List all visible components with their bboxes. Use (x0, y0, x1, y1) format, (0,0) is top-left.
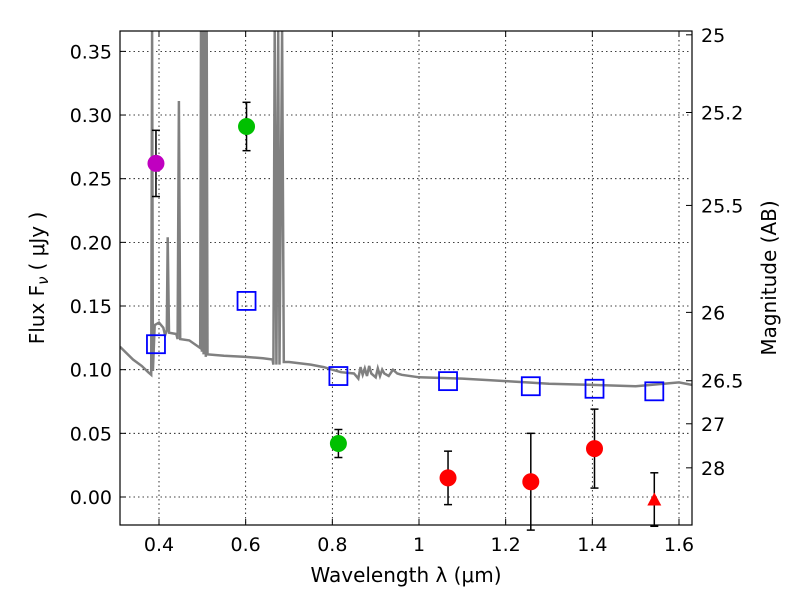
y2-tick-label: 25.5 (701, 195, 743, 217)
model-square-marker (146, 334, 166, 355)
x-axis-label: Wavelength λ (μm) (310, 563, 501, 587)
y-tick-label: 0.15 (70, 296, 112, 318)
spectrum-line (120, 31, 692, 388)
y-axis-label: Flux Fν ( μJy ) (25, 212, 52, 345)
x-tick-label: 0.4 (144, 534, 174, 556)
detection-point (522, 473, 540, 491)
x-tick-label: 1.2 (491, 534, 521, 556)
grid (120, 31, 692, 525)
y2-tick-label: 26 (701, 302, 725, 324)
y2-tick-label: 28 (701, 458, 725, 480)
model-square-marker (236, 291, 257, 311)
axis-ticks: 0.4 0.6 0.8 1 1.2 1.4 1.6 0.00 0.05 0.10 0.15 0.20 0… (70, 25, 744, 556)
plot-frame (119, 30, 693, 526)
y-axis-label-unit: ( μJy ) (25, 212, 49, 271)
y-axis-label-sub: ν (34, 276, 52, 284)
x-tick-label: 0.6 (231, 534, 261, 556)
model-square-marker (438, 371, 458, 392)
y-tick-label: 0.20 (70, 232, 112, 254)
x-tick-label: 1.6 (664, 534, 694, 556)
x-tick-label: 0.8 (317, 534, 347, 556)
y2-tick-label: 26.5 (701, 371, 743, 393)
model-square-marker (584, 378, 605, 399)
detection-point (147, 154, 165, 172)
y-tick-label: 0.10 (70, 360, 112, 382)
detection-point (586, 440, 603, 458)
y2-tick-label: 27 (701, 414, 725, 436)
y-tick-label: 0.00 (70, 487, 112, 509)
y2-tick-label: 25 (701, 25, 725, 47)
data-marks (146, 101, 665, 531)
y2-axis-label: Magnitude (AB) (757, 200, 781, 355)
model-square-marker (520, 376, 541, 397)
model-square-marker (328, 366, 349, 386)
detection-point (238, 117, 256, 135)
upper-limit-triangle (647, 492, 662, 506)
model-square-marker (644, 381, 665, 402)
y-tick-label: 0.30 (70, 105, 112, 127)
y-tick-label: 0.25 (70, 169, 112, 191)
detection-point (329, 435, 347, 453)
y-tick-label: 0.35 (70, 41, 112, 63)
x-tick-label: 1 (413, 534, 425, 556)
y-tick-label: 0.05 (70, 423, 112, 445)
detection-point (439, 469, 457, 487)
model-spectrum (120, 31, 692, 388)
y-axis-label-main: Flux F (25, 285, 49, 344)
x-tick-label: 1.4 (577, 534, 607, 556)
y2-tick-label: 25.2 (701, 102, 743, 124)
